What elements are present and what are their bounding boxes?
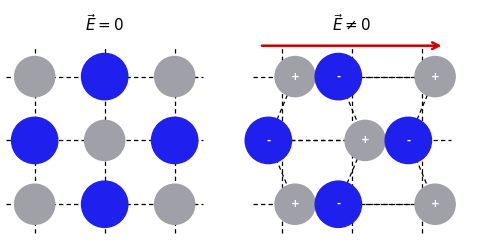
Circle shape bbox=[415, 184, 455, 224]
Circle shape bbox=[275, 56, 315, 97]
Text: +: + bbox=[291, 199, 300, 209]
Text: +: + bbox=[361, 135, 369, 145]
Circle shape bbox=[345, 120, 385, 161]
Text: $\vec{E} \neq 0$: $\vec{E} \neq 0$ bbox=[332, 13, 371, 34]
Text: -: - bbox=[336, 72, 340, 82]
Circle shape bbox=[82, 181, 128, 227]
Circle shape bbox=[315, 53, 361, 100]
Text: $\vec{E} = 0$: $\vec{E} = 0$ bbox=[85, 13, 124, 34]
Circle shape bbox=[315, 181, 361, 227]
Circle shape bbox=[152, 117, 198, 164]
Circle shape bbox=[245, 117, 292, 164]
Circle shape bbox=[85, 120, 125, 161]
Circle shape bbox=[82, 53, 128, 100]
Text: -: - bbox=[336, 199, 340, 209]
Text: +: + bbox=[431, 199, 439, 209]
Circle shape bbox=[415, 56, 455, 97]
Circle shape bbox=[154, 184, 195, 224]
Circle shape bbox=[275, 184, 315, 224]
Circle shape bbox=[15, 56, 55, 97]
Circle shape bbox=[154, 56, 195, 97]
Text: +: + bbox=[291, 72, 300, 82]
Text: -: - bbox=[406, 135, 411, 145]
Circle shape bbox=[15, 184, 55, 224]
Text: +: + bbox=[431, 72, 439, 82]
Circle shape bbox=[11, 117, 58, 164]
Text: -: - bbox=[266, 135, 271, 145]
Circle shape bbox=[385, 117, 432, 164]
